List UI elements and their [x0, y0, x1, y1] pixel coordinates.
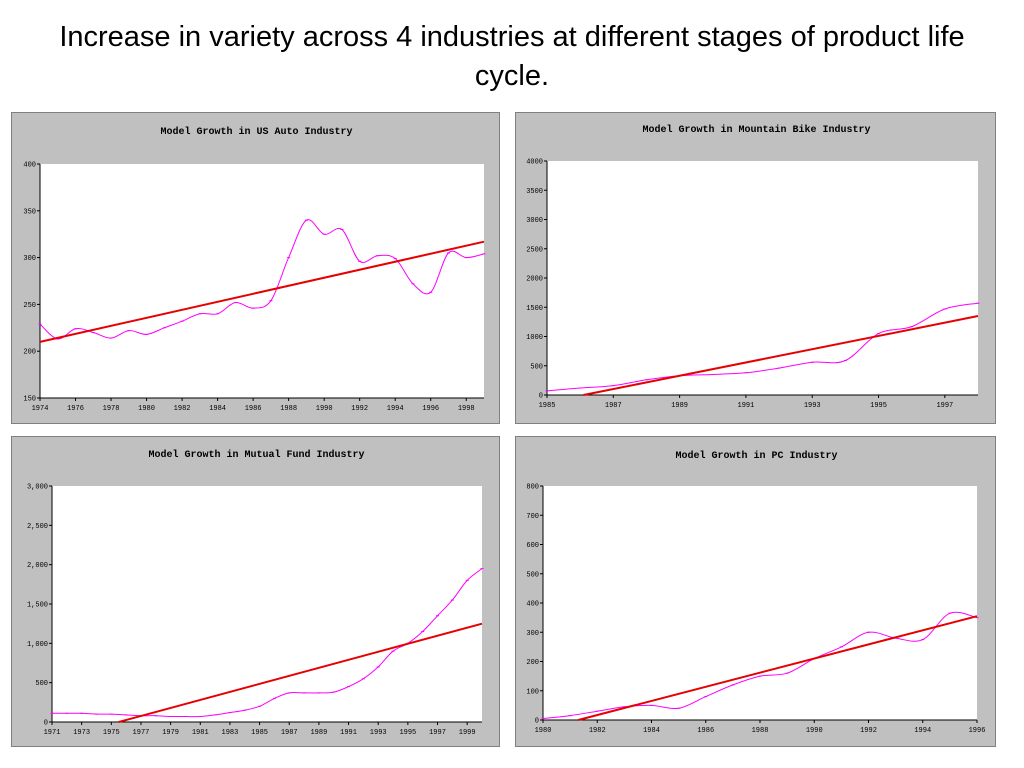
x-tick-label: 1986 — [697, 727, 714, 735]
data-line — [546, 302, 979, 392]
x-tick-label: 1998 — [458, 405, 475, 413]
y-tick-label: 2500 — [526, 246, 543, 254]
y-tick-label: 200 — [526, 659, 539, 667]
x-tick-label: 1991 — [738, 402, 755, 410]
chart-panel-us-auto: Model Growth in US Auto Industry 150 200 25… — [11, 112, 500, 424]
y-tick-label: 350 — [23, 208, 36, 216]
y-tick-label: 500 — [526, 571, 539, 579]
y-tick-label: 1,000 — [27, 641, 48, 649]
x-tick-label: 1994 — [914, 727, 931, 735]
page-title: Increase in variety across 4 industries … — [59, 21, 965, 92]
chart-mountain-bike: Model Growth in Mountain Bike Industry 0 5… — [526, 124, 980, 410]
x-tick-label: 1997 — [429, 729, 446, 737]
x-tick-label: 1977 — [133, 729, 150, 737]
x-tick-label: 1984 — [643, 727, 660, 735]
x-tick-label: 1992 — [860, 727, 877, 735]
y-tick-label: 3,000 — [27, 484, 48, 492]
x-tick-label: 1974 — [32, 405, 49, 413]
x-tick-label: 1989 — [671, 402, 688, 410]
trend-line — [583, 315, 979, 396]
x-tick-label: 1995 — [870, 402, 887, 410]
x-tick-label: 1973 — [73, 729, 90, 737]
x-tick-label: 1980 — [535, 727, 552, 735]
x-tick-label: 1990 — [806, 727, 823, 735]
trend-line — [39, 240, 485, 343]
x-tick-label: 1984 — [209, 405, 226, 413]
x-tick-label: 1983 — [222, 729, 239, 737]
x-tick-label: 1986 — [245, 405, 262, 413]
trend-line — [118, 622, 483, 723]
chart-panel-mountain-bike: Model Growth in Mountain Bike Industry 0 5… — [515, 112, 996, 424]
y-tick-label: 300 — [526, 630, 539, 638]
x-tick-label: 1993 — [804, 402, 821, 410]
x-tick-label: 1979 — [162, 729, 179, 737]
x-tick-label: 1996 — [422, 405, 439, 413]
x-tick-label: 1971 — [44, 729, 61, 737]
y-tick-label: 400 — [526, 601, 539, 609]
plot-area — [40, 164, 484, 398]
y-tick-label: 150 — [23, 396, 36, 404]
x-tick-label: 1987 — [605, 402, 622, 410]
chart-title: Model Growth in Mutual Fund Industry — [148, 449, 364, 461]
x-tick-label: 1999 — [459, 729, 476, 737]
y-tick-label: 0 — [44, 720, 48, 728]
x-tick-label: 1995 — [399, 729, 416, 737]
x-tick-label: 1982 — [589, 727, 606, 735]
y-tick-label: 0 — [539, 393, 543, 401]
x-tick-label: 1980 — [138, 405, 155, 413]
y-tick-label: 1000 — [526, 334, 543, 342]
y-tick-label: 4000 — [526, 159, 543, 167]
y-tick-label: 1,500 — [27, 602, 48, 610]
x-tick-label: 1996 — [969, 727, 986, 735]
y-tick-label: 0 — [535, 718, 539, 726]
x-tick-label: 1991 — [340, 729, 357, 737]
y-tick-label: 700 — [526, 513, 539, 521]
x-tick-label: 1985 — [539, 402, 556, 410]
x-tick-label: 1994 — [387, 405, 404, 413]
x-tick-label: 1982 — [174, 405, 191, 413]
x-tick-label: 1987 — [281, 729, 298, 737]
chart-panel-mutual-fund: Model Growth in Mutual Fund Industry 0 500… — [11, 436, 500, 747]
plot-area — [547, 161, 978, 395]
x-tick-label: 1976 — [67, 405, 84, 413]
chart-title: Model Growth in US Auto Industry — [160, 126, 352, 138]
plot-area — [52, 486, 482, 722]
chart-us-auto: Model Growth in US Auto Industry 150 200 25… — [23, 126, 486, 413]
y-tick-label: 2,500 — [27, 523, 48, 531]
y-tick-label: 200 — [23, 349, 36, 357]
y-tick-label: 1500 — [526, 305, 543, 313]
y-tick-label: 400 — [23, 162, 36, 170]
x-tick-label: 1975 — [103, 729, 120, 737]
y-tick-label: 100 — [526, 688, 539, 696]
x-tick-label: 1981 — [192, 729, 209, 737]
y-tick-label: 2,000 — [27, 562, 48, 570]
plot-area — [543, 486, 977, 720]
chart-title: Model Growth in Mountain Bike Industry — [642, 124, 870, 136]
chart-pc: Model Growth in PC Industry 0 100 200 300 400… — [526, 450, 986, 735]
chart-panel-pc: Model Growth in PC Industry 0 100 200 300 400… — [515, 436, 996, 747]
y-tick-label: 500 — [530, 363, 543, 371]
x-tick-label: 1985 — [251, 729, 268, 737]
y-tick-label: 2000 — [526, 276, 543, 284]
y-tick-label: 3500 — [526, 188, 543, 196]
x-tick-label: 1993 — [370, 729, 387, 737]
y-tick-label: 500 — [35, 680, 48, 688]
y-tick-label: 600 — [526, 542, 539, 550]
y-tick-label: 800 — [526, 484, 539, 492]
x-tick-label: 1997 — [936, 402, 953, 410]
y-tick-label: 3000 — [526, 217, 543, 225]
chart-title: Model Growth in PC Industry — [675, 450, 837, 462]
x-tick-label: 1990 — [316, 405, 333, 413]
y-tick-label: 250 — [23, 302, 36, 310]
trend-line — [578, 615, 978, 721]
x-tick-label: 1992 — [351, 405, 368, 413]
x-tick-label: 1989 — [310, 729, 327, 737]
x-tick-label: 1988 — [280, 405, 297, 413]
x-tick-label: 1988 — [752, 727, 769, 735]
x-tick-label: 1978 — [103, 405, 120, 413]
y-tick-label: 300 — [23, 255, 36, 263]
chart-mutual-fund: Model Growth in Mutual Fund Industry 0 500… — [27, 449, 484, 737]
